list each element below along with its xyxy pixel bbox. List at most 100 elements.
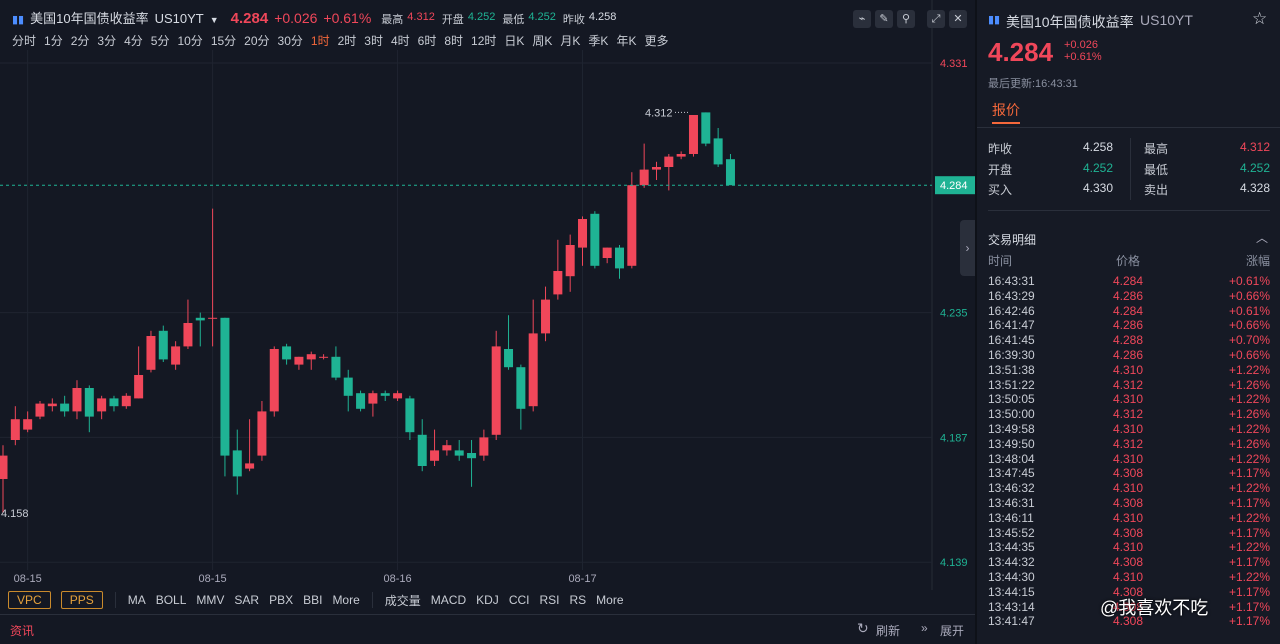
title[interactable]: 美国10年国债收益率 [30, 11, 149, 26]
trade-change: +1.22% [1228, 540, 1270, 555]
candle-body [121, 395, 131, 407]
y-tick-label: 4.139 [940, 557, 968, 569]
stat-label: 开盘 [441, 14, 464, 26]
timeframe[interactable]: 周K [532, 34, 553, 48]
indicator[interactable]: PBX [269, 593, 294, 607]
trade-change: +1.26% [1228, 377, 1270, 392]
timeframe[interactable]: 6时 [417, 34, 437, 48]
indicator-box[interactable]: VPC [8, 591, 51, 609]
trade-time: 13:44:32 [988, 555, 1035, 570]
timeframe[interactable]: 2分 [70, 34, 90, 48]
indicator[interactable]: MMV [196, 593, 225, 607]
trade-row: 13:44:30 4.310 +1.22% [988, 570, 1270, 585]
trade-price: 4.310 [1113, 481, 1144, 496]
timeframe[interactable]: 月K [560, 34, 581, 48]
timeframe[interactable]: 30分 [277, 34, 303, 48]
indicator[interactable]: MA [127, 593, 146, 607]
indicator[interactable]: 成交量 [384, 593, 421, 608]
refresh-icon[interactable]: ↻ [857, 620, 869, 636]
timeframe[interactable]: 4分 [124, 34, 143, 48]
indicator[interactable]: KDJ [476, 593, 499, 607]
candle-body [504, 349, 514, 368]
timeframe[interactable]: 20分 [244, 34, 270, 48]
collapse-caret[interactable]: ︿ [1256, 231, 1269, 245]
trade-change: +1.17% [1228, 555, 1270, 570]
indicator[interactable]: MACD [430, 593, 467, 607]
timeframe[interactable]: 更多 [644, 34, 669, 48]
expand-icon[interactable]: » [921, 621, 928, 635]
timeframe[interactable]: 年K [616, 34, 637, 48]
trade-time: 16:41:45 [988, 333, 1035, 348]
close-button[interactable]: ✕ [949, 10, 967, 28]
indicator[interactable]: More [332, 593, 360, 607]
trade-time: 16:42:46 [988, 303, 1035, 318]
trade-price: 4.284 [1113, 274, 1144, 288]
symbol[interactable]: US10YT [154, 11, 204, 26]
candle-body [664, 156, 674, 167]
timeframe[interactable]: 8时 [444, 34, 464, 48]
candle-body [23, 419, 33, 430]
trade-change: +1.22% [1228, 570, 1270, 584]
trade-change: +1.17% [1228, 496, 1270, 510]
trade-time: 13:43:14 [988, 599, 1035, 614]
expand-button[interactable]: ⤢ [927, 10, 945, 28]
timeframe[interactable]: 季K [588, 34, 609, 48]
top-bar: ▮▮ 美国10年国债收益率 US10YT ▼ 4.284 +0.026 +0.6… [12, 8, 619, 27]
news-tab[interactable]: 资讯 [10, 624, 35, 638]
refresh-button[interactable]: 刷新 [876, 624, 901, 638]
timeframe[interactable]: 12时 [471, 34, 497, 48]
indicator[interactable]: BBI [303, 593, 323, 607]
indicator[interactable]: RS [569, 593, 587, 607]
indicator[interactable]: SAR [234, 593, 260, 607]
trade-row: 13:47:45 4.308 +1.17% [988, 466, 1270, 481]
trade-row: 13:50:00 4.312 +1.26% [988, 407, 1270, 422]
trade-change: +1.17% [1228, 525, 1270, 540]
stat-value: 4.252 [528, 11, 556, 23]
timeframe[interactable]: 10分 [177, 34, 203, 48]
indicator[interactable]: More [596, 593, 624, 607]
timeframe[interactable]: 分时 [12, 34, 37, 48]
indicator[interactable]: RSI [539, 593, 560, 607]
dropdown-caret[interactable]: ▼ [209, 15, 219, 25]
trade-change: +1.22% [1228, 451, 1270, 466]
trade-price: 4.310 [1113, 510, 1144, 525]
timeframe[interactable]: 1分 [44, 34, 63, 48]
candle-body [171, 346, 181, 365]
indicator[interactable]: CCI [508, 593, 530, 607]
x-tick-label: 08-15 [14, 573, 42, 585]
panel-change-pct: +0.61% [1064, 51, 1102, 63]
candle-body [72, 388, 82, 412]
candle-body [257, 411, 267, 456]
quote-tab[interactable]: 报价 [992, 102, 1020, 118]
x-tick-label: 08-16 [383, 573, 411, 585]
timeframe[interactable]: 1时 [310, 34, 330, 48]
tool-button[interactable]: ⚲ [897, 10, 915, 28]
timeframe[interactable]: 2时 [337, 34, 357, 48]
trade-row: 16:39:30 4.286 +0.66% [988, 348, 1270, 363]
timeframe[interactable]: 3时 [364, 34, 383, 48]
expand-button[interactable]: 展开 [940, 624, 965, 638]
min-label: 4.158 [1, 508, 29, 520]
trade-time: 13:44:30 [988, 570, 1035, 584]
timeframe[interactable]: 4时 [390, 34, 410, 48]
trade-price: 4.312 [1113, 407, 1144, 422]
candle-body [491, 346, 501, 435]
timeframe[interactable]: 3分 [97, 34, 117, 48]
timeframe[interactable]: 日K [504, 34, 525, 48]
trade-time: 13:45:52 [988, 525, 1035, 540]
trade-change: +0.66% [1228, 288, 1270, 303]
trade-change: +1.26% [1228, 407, 1270, 422]
trade-time: 13:50:05 [988, 392, 1035, 407]
favorite-star[interactable]: ☆ [1252, 9, 1268, 28]
timeframe[interactable]: 15分 [210, 34, 237, 48]
trade-time: 13:49:58 [988, 422, 1035, 436]
collapse-handle[interactable]: › [960, 220, 975, 276]
footer: 资讯 ↻ 刷新 » 展开 [0, 614, 975, 644]
trade-time: 13:50:00 [988, 407, 1035, 422]
tool-button[interactable]: ⌁ [853, 10, 871, 28]
indicator[interactable]: BOLL [155, 593, 187, 607]
timeframe[interactable]: 5分 [150, 34, 170, 48]
indicator-box[interactable]: PPS [60, 591, 103, 609]
tool-button[interactable]: ✎ [875, 10, 893, 28]
panel-price: 4.284 [988, 37, 1054, 67]
